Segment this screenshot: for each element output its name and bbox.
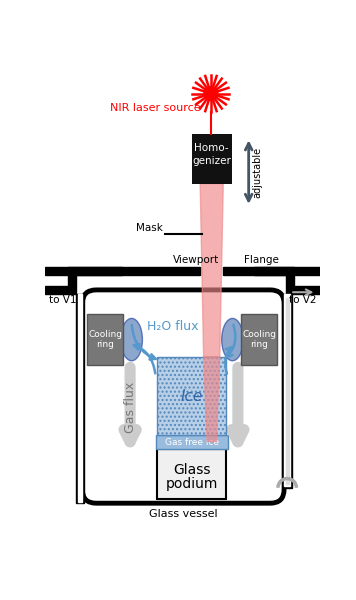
Circle shape	[204, 86, 218, 100]
FancyBboxPatch shape	[157, 449, 226, 499]
Polygon shape	[254, 267, 294, 275]
Polygon shape	[284, 294, 290, 486]
Text: H₂O flux: H₂O flux	[147, 320, 199, 332]
Text: Gas free ice: Gas free ice	[164, 438, 219, 447]
Ellipse shape	[121, 319, 142, 361]
Text: Mask: Mask	[136, 223, 163, 233]
Polygon shape	[200, 184, 223, 357]
Ellipse shape	[222, 319, 243, 361]
Text: podium: podium	[166, 476, 218, 491]
Polygon shape	[204, 357, 220, 442]
Text: Viewport: Viewport	[173, 255, 219, 265]
Polygon shape	[68, 275, 76, 286]
Text: Homo-
genizer: Homo- genizer	[192, 143, 231, 166]
Polygon shape	[286, 275, 294, 286]
Text: to V1: to V1	[49, 295, 77, 305]
Polygon shape	[46, 267, 200, 275]
Polygon shape	[46, 286, 76, 294]
Text: to V2: to V2	[289, 295, 316, 305]
Text: Glass: Glass	[173, 463, 210, 478]
FancyBboxPatch shape	[87, 314, 123, 365]
FancyBboxPatch shape	[241, 314, 277, 365]
Polygon shape	[68, 267, 122, 275]
FancyBboxPatch shape	[192, 134, 232, 184]
Polygon shape	[283, 294, 292, 488]
Text: Cooling
ring: Cooling ring	[88, 330, 122, 349]
Text: Glass vessel: Glass vessel	[149, 509, 218, 520]
Polygon shape	[76, 294, 84, 503]
Text: NIR laser source: NIR laser source	[110, 103, 200, 113]
Text: Cooling
ring: Cooling ring	[242, 330, 276, 349]
Polygon shape	[78, 294, 82, 502]
Polygon shape	[223, 267, 320, 275]
FancyBboxPatch shape	[156, 436, 228, 449]
Text: Gas flux: Gas flux	[124, 382, 137, 433]
Text: adjustable: adjustable	[252, 146, 262, 197]
Text: Flange: Flange	[244, 255, 279, 265]
FancyBboxPatch shape	[157, 357, 226, 436]
Polygon shape	[286, 286, 320, 294]
Polygon shape	[286, 298, 289, 484]
Text: Ice: Ice	[180, 389, 203, 404]
